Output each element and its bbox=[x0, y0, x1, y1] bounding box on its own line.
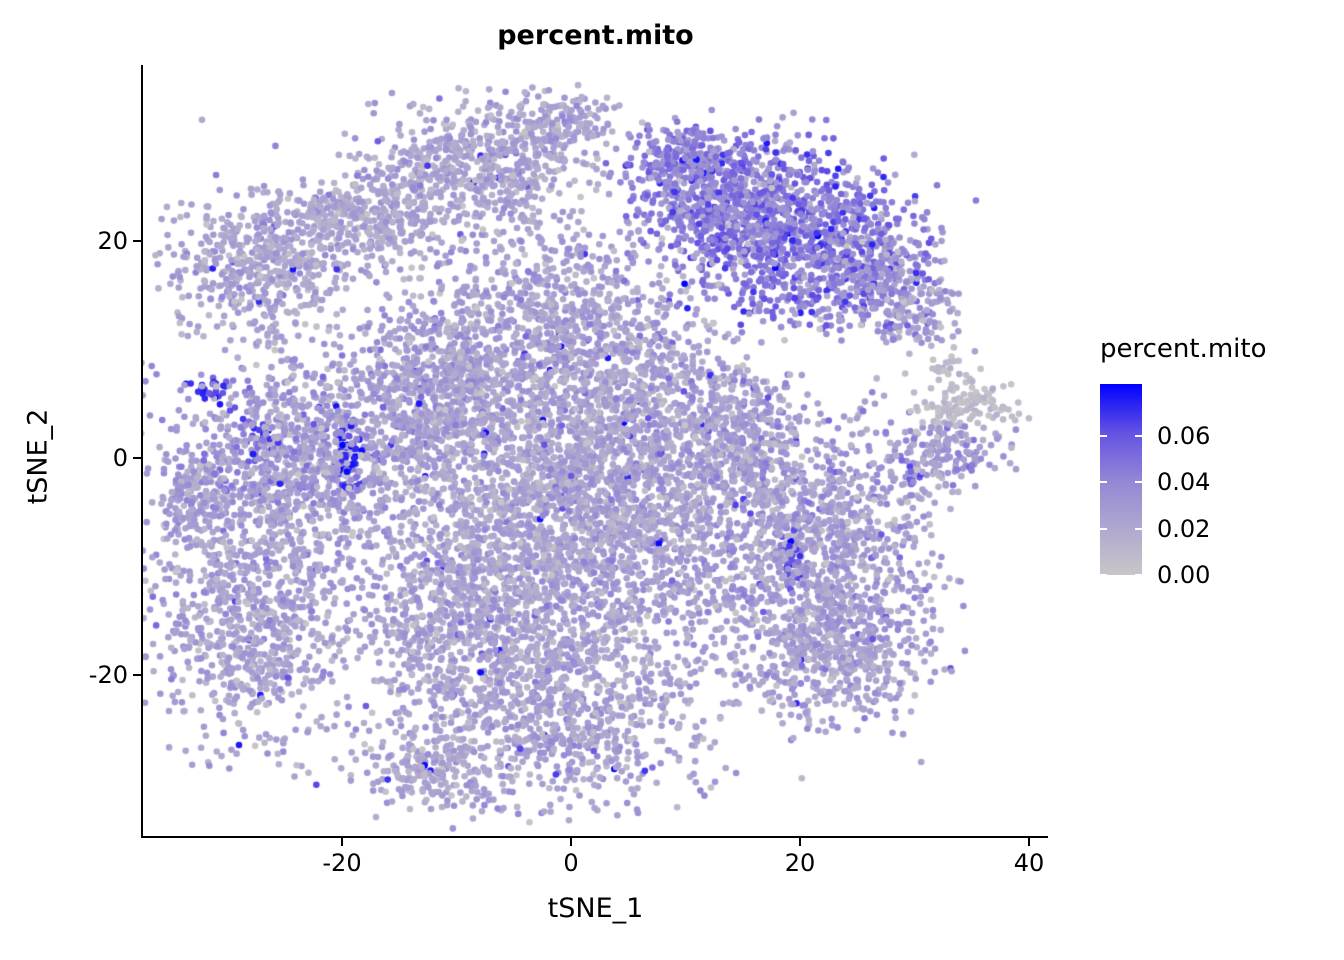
y-axis-title: tSNE_2 bbox=[22, 408, 54, 505]
y-axis-tick bbox=[133, 674, 141, 676]
y-axis-tick-label: 20 bbox=[97, 227, 128, 255]
legend-colorbar-tick bbox=[1135, 435, 1142, 438]
y-axis-tick bbox=[133, 240, 141, 242]
plot-panel bbox=[143, 65, 1048, 837]
x-axis-tick-label: 40 bbox=[1013, 849, 1045, 877]
x-axis-line bbox=[141, 836, 1048, 838]
legend-tick-label: 0.02 bbox=[1157, 514, 1211, 543]
legend-colorbar bbox=[1100, 384, 1142, 575]
x-axis-tick-label: 0 bbox=[563, 849, 579, 877]
y-axis-tick-label: -20 bbox=[88, 661, 128, 689]
legend-colorbar-tick bbox=[1100, 481, 1107, 484]
legend-colorbar-tick bbox=[1135, 481, 1142, 484]
legend-colorbar-tick bbox=[1100, 435, 1107, 438]
legend-tick-label: 0.06 bbox=[1157, 422, 1211, 451]
legend-colorbar-tick bbox=[1135, 527, 1142, 530]
x-axis-tick bbox=[1028, 838, 1030, 846]
legend-tick-label: 0.00 bbox=[1157, 561, 1211, 589]
x-axis-tick bbox=[799, 838, 801, 846]
legend-title: percent.mito bbox=[1100, 334, 1267, 364]
x-axis-tick-label: 20 bbox=[784, 849, 816, 877]
x-axis-tick bbox=[341, 838, 343, 846]
x-axis-title: tSNE_1 bbox=[547, 893, 644, 924]
x-axis-tick-label: -20 bbox=[322, 849, 362, 877]
y-axis-line bbox=[141, 65, 143, 838]
legend-tick-label: 0.04 bbox=[1157, 468, 1211, 497]
y-axis-tick bbox=[133, 457, 141, 459]
legend-colorbar-tick bbox=[1100, 527, 1107, 530]
x-axis-tick bbox=[570, 838, 572, 846]
legend-colorbar-tick bbox=[1100, 574, 1107, 576]
chart-title: percent.mito bbox=[497, 20, 694, 51]
y-axis-tick-label: 0 bbox=[112, 444, 128, 472]
tsne-scatter-canvas bbox=[143, 65, 1048, 837]
legend-colorbar-tick bbox=[1135, 574, 1142, 576]
